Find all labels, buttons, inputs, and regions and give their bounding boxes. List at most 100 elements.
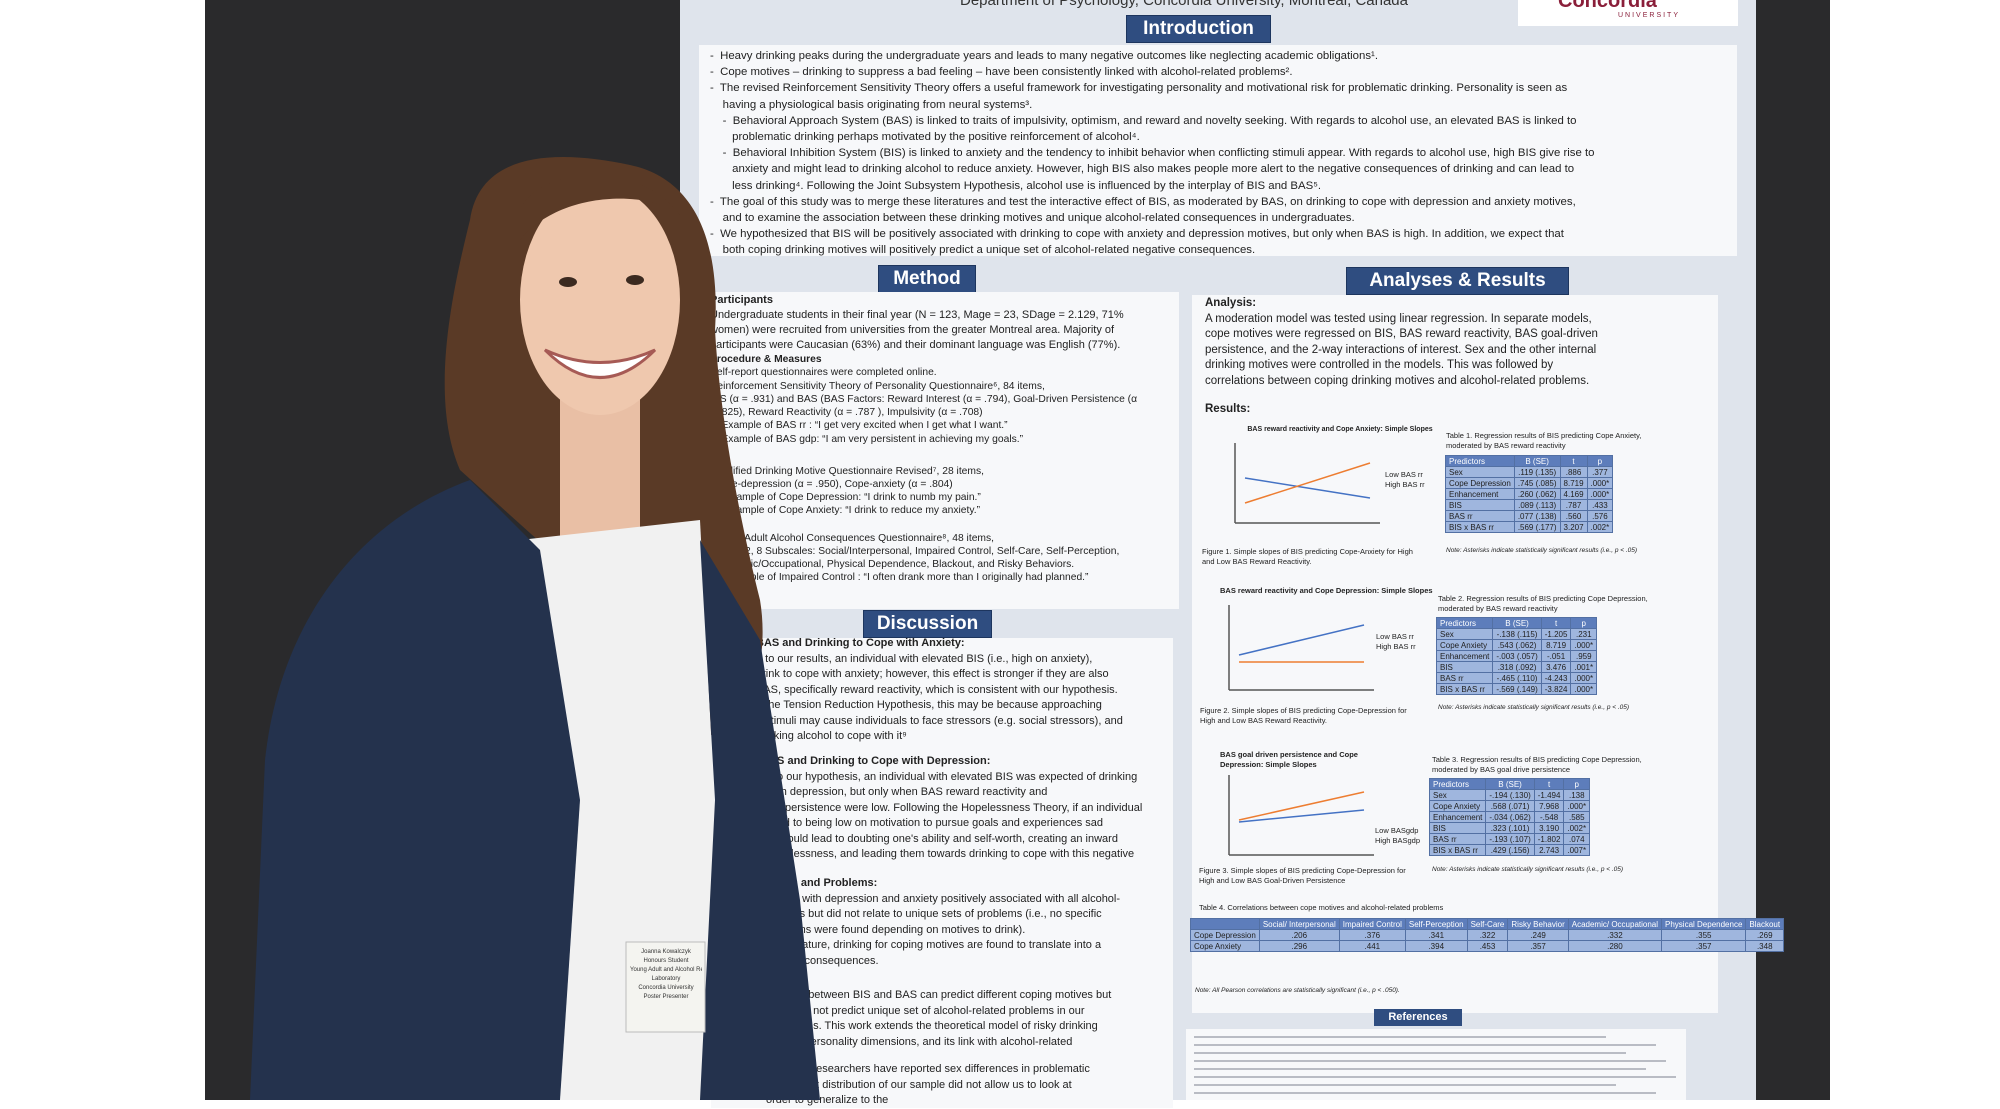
text-line: Procedure & Measures (710, 354, 822, 365)
slope-line (1244, 477, 1371, 499)
text-line: correlations between coping drinking mot… (1205, 374, 1590, 387)
method-procedure: Procedure & Measures Self-report question… (710, 353, 1175, 446)
text-line: Honours Student (643, 958, 689, 964)
text-line: problematic drinking perhaps motivated b… (710, 131, 1140, 144)
text-line: Young Adult and Alcohol Research (630, 967, 702, 973)
table-note: Note: Asterisks indicate statistically s… (1432, 866, 1624, 873)
table-cell: BIS (1445, 499, 1515, 511)
text-line: High BAS rr (1385, 480, 1425, 489)
table-row: BIS x BAS rr .429 (.156) 2.743.007* (1428, 844, 1591, 856)
table-row: Enhancement -.034 (.062) -.548.585 (1428, 811, 1591, 823)
table-cell: Cope Anxiety (1190, 940, 1260, 952)
discussion-anxiety: BAS and Drinking to Cope with Anxiety: g … (756, 636, 1166, 745)
table-cell: .357 (1507, 940, 1569, 952)
section-heading: References (1374, 1009, 1462, 1026)
text-line: Reinforcement Sensitivity Theory of Pers… (710, 380, 1045, 392)
method-dmq: Modified Drinking Motive Questionnaire R… (713, 465, 1173, 517)
text-line: isposed to being low on motivation to pu… (752, 817, 1104, 829)
text-line: - Heavy drinking peaks during the underg… (710, 50, 1379, 62)
figure-title: BAS reward reactivity and Cope Anxiety: … (1247, 426, 1433, 433)
table: Predictors B (SE) t p Sex -.194 (.130) -1.494.… (1428, 778, 1591, 856)
legend: Low BAS rr High BAS rr (1385, 470, 1425, 490)
text-line: otives do not predict unique set of alco… (766, 1004, 1085, 1017)
text-line: Modified Drinking Motive Questionnaire R… (713, 466, 984, 477)
table-row: Cope Depression .206.376.341.322.249.332.… (1190, 929, 1785, 941)
badge-text: Joanna Kowalczyk Honours Student Young Adu… (630, 948, 702, 1002)
figure-caption: Figure 1. Simple slopes of BIS predictin… (1202, 547, 1413, 567)
table-title: Table 1. Regression results of BIS predi… (1446, 431, 1641, 451)
name-badge (625, 941, 706, 1033)
section-heading: Discussion (863, 610, 992, 638)
text-line: - Cope motives – drinking to suppress a … (710, 66, 1293, 79)
figure-3 (1228, 775, 1374, 856)
table-note: Note: Asterisks indicate statistically s… (1438, 704, 1630, 711)
table-cell: .441 (1338, 940, 1406, 952)
text-line: Low BASgdp (1375, 826, 1419, 835)
text-line: Table 2. Regression results of BIS predi… (1438, 594, 1648, 603)
blazer-right (700, 540, 820, 1100)
table-header: Social/ Interpersonal Impaired Control Sel… (1190, 918, 1785, 930)
text-line: Laboratory (651, 976, 681, 982)
table: Social/ Interpersonal Impaired Control Sel… (1190, 918, 1785, 952)
text-line: Participants (710, 294, 773, 306)
table-cell: 8.719 (1559, 477, 1588, 489)
table-cell: .569 (.177) (1513, 521, 1561, 533)
text-line: Figure 3. Simple slopes of BIS predictin… (1199, 866, 1406, 875)
table-note: Note: All Pearson correlations are stati… (1195, 987, 1400, 994)
text-line: and Low BAS Reward Reactivity. (1202, 557, 1312, 566)
table-cell: .429 (.156) (1485, 844, 1535, 856)
text-line: - We hypothesized that BIS will be posit… (710, 228, 1564, 241)
table-cell: .787 (1559, 499, 1588, 511)
text-line: - The goal of this study was to merge th… (710, 195, 1576, 208)
text-line: participants were Caucasian (63%) and th… (710, 339, 1121, 351)
table-3: Predictors B (SE) t p Sex -.194 (.130) -1.494.… (1428, 778, 1591, 856)
legend: Low BAS rr High BAS rr (1376, 632, 1416, 652)
figure-caption: Figure 2. Simple slopes of BIS predictin… (1200, 706, 1407, 726)
text-line: Poster Presenter (643, 994, 689, 1000)
text-line: Example of Cope Depression: “I drink to … (713, 492, 981, 503)
text-line: g to our results, an individual with ele… (756, 652, 1093, 665)
logo-text: Concordia (1558, 0, 1657, 12)
references-lines (1194, 1036, 1676, 1094)
table-cell: -1.205 (1540, 628, 1572, 640)
table-row: BAS rr -.465 (.110) -4.243.000* (1435, 672, 1598, 684)
logo: Concordia UNIVERSITY (1518, 0, 1738, 26)
figure-title-text: BAS reward reactivity and Cope Depressio… (1220, 586, 1433, 595)
table-header: Predictors B (SE) t p (1435, 617, 1598, 629)
table-cell: p (1570, 617, 1598, 629)
text-line: Example of Cope Anxiety: “I drink to red… (713, 505, 981, 516)
text-line: Example of BAS rr : “I get very excited … (710, 420, 1008, 432)
table-title: Table 4. Correlations between cope motiv… (1199, 903, 1443, 913)
table-1: Predictors B (SE) t p Sex .119 (.135) .886.377… (1445, 455, 1614, 533)
table-cell: 2.743 (1533, 844, 1565, 856)
table-cell: .000* (1586, 477, 1614, 489)
text-line: pe with depression, but only when BAS re… (752, 786, 1048, 798)
table-cell: .453 (1466, 940, 1509, 952)
section-heading: Analyses & Results (1346, 267, 1569, 295)
table-cell: .348 (1745, 940, 1785, 952)
table-cell: Risky Behavior (1507, 918, 1569, 930)
text-line: persistence, and the 2-way interactions … (1205, 343, 1597, 356)
text-line: Cope-depression (α = .950), Cope-anxiety… (713, 479, 953, 490)
figure-title: BAS reward reactivity and Cope Depressio… (1220, 586, 1433, 596)
text-line: women) were recruited from universities … (710, 324, 1115, 336)
table-row: Sex -.194 (.130) -1.494.138 (1428, 789, 1591, 801)
slope-line (1238, 624, 1365, 656)
table-row: Enhancement .260 (.062) 4.169.000* (1445, 488, 1614, 500)
table-cell: B (SE) (1492, 617, 1542, 629)
text-line: both coping drinking motives will positi… (710, 244, 1256, 257)
table-row: Cope Anxiety .296.441.394.453.357.280.357… (1190, 940, 1785, 952)
table-cell: .394 (1404, 940, 1468, 952)
table-cell: -.569 (.149) (1492, 683, 1542, 695)
text-line: - Behavioral Approach System (BAS) is li… (710, 114, 1577, 127)
table-cell: .296 (1258, 940, 1340, 952)
table-cell: -.548 (1533, 811, 1565, 823)
table-row: BIS x BAS rr -.569 (.149) -3.824.000* (1435, 683, 1598, 695)
text-line: moderated by BAS reward reactivity (1446, 441, 1566, 450)
table-cell: .007* (1563, 844, 1591, 856)
table-row: Cope Anxiety .543 (.062) 8.719.000* (1435, 639, 1598, 651)
table: Predictors B (SE) t p Sex .119 (.135) .886.377… (1445, 455, 1614, 533)
text-line: drinking motives were controlled in the … (1205, 359, 1554, 372)
method-yaacq: Young Adult Alcohol Consequences Questio… (713, 532, 1173, 584)
